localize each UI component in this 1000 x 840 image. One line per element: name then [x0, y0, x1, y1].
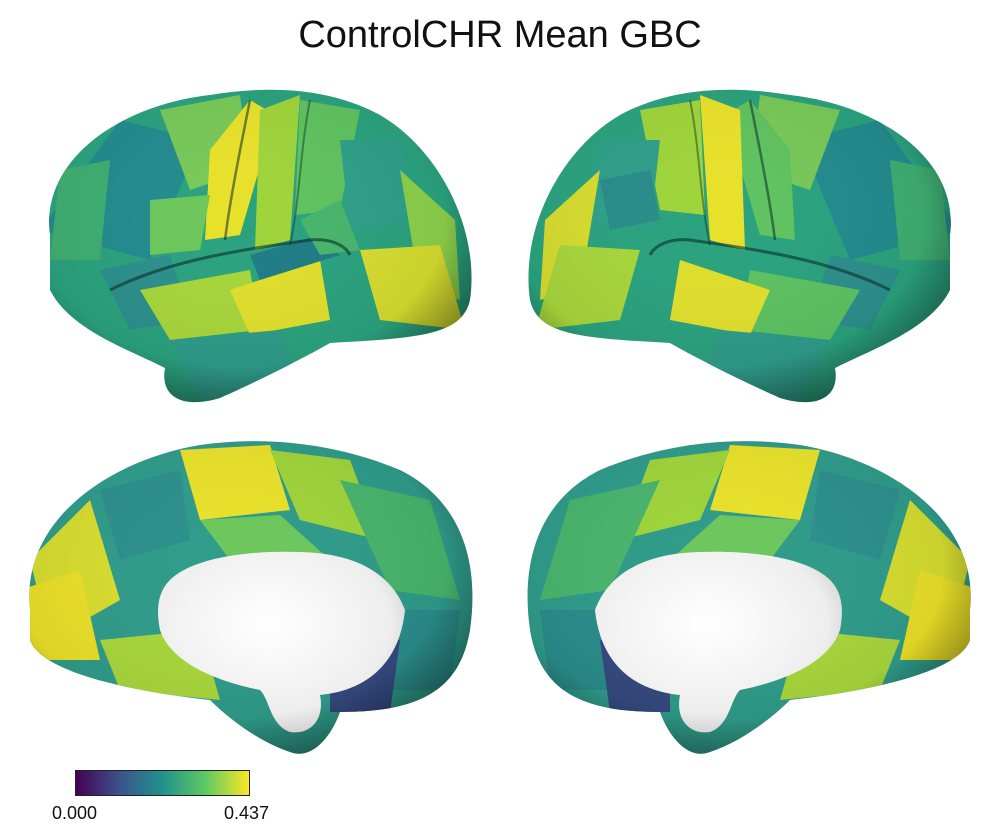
left-medial-view: [29, 441, 473, 754]
left-lateral-view: [49, 89, 472, 403]
right-medial-view: [527, 441, 971, 754]
figure-title: ControlCHR Mean GBC: [298, 14, 702, 56]
colorbar-max-label: 0.437: [224, 803, 270, 823]
colorbar: [75, 770, 250, 796]
right-lateral-view: [528, 89, 951, 403]
medial-wall-right: [595, 551, 842, 733]
medial-wall-left: [158, 551, 405, 733]
colorbar-min-label: 0.000: [52, 803, 98, 823]
